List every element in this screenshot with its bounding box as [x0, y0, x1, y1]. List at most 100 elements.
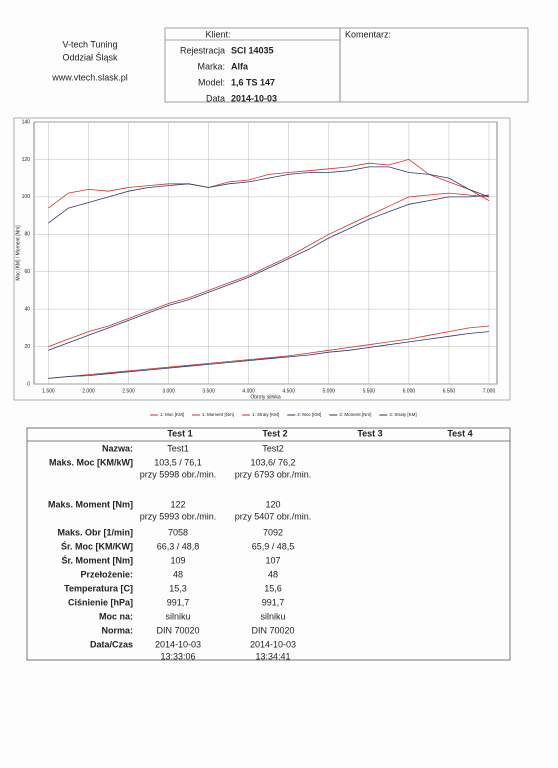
row-label: Moc na: [99, 611, 133, 621]
cell-text: 13:34:41 [255, 651, 290, 661]
row-label: Data/Czas [90, 639, 133, 649]
series-line [48, 158, 490, 209]
chart-frame [13, 117, 511, 401]
x-tick-label: 3.000 [162, 388, 175, 394]
row-label: Nazwa: [102, 443, 133, 453]
legend-label: 1: Moc [KM] [160, 412, 184, 417]
column-header: Test 4 [447, 428, 472, 438]
cell-text: 15,6 [264, 583, 282, 593]
cell-text: 15,3 [169, 583, 187, 593]
y-axis-label: Moc [KM] / Moment [Nm] [15, 225, 21, 281]
x-tick-label: 2.500 [122, 388, 135, 394]
legend-label: 1: Straty [KM] [252, 412, 279, 417]
y-tick-label: 80 [24, 232, 30, 238]
cell-text: 7092 [263, 527, 283, 537]
y-tick-label: 100 [22, 194, 31, 200]
cell-text: silniku [260, 611, 285, 621]
cell-text: Test1 [167, 443, 189, 453]
cell-text: 109 [170, 555, 185, 565]
row-label: Maks. Moc [KM/kW] [49, 457, 133, 467]
row-label: Ciśnienie [hPa] [68, 597, 133, 607]
row-label: Maks. Obr [1/min] [57, 527, 133, 537]
cell-text: 48 [268, 569, 278, 579]
cell-text: przy 5407 obr./min. [235, 511, 312, 521]
row-label: Temperatura [C] [64, 583, 133, 593]
company-line: V-tech Tuning [62, 39, 117, 49]
series-line [48, 194, 490, 351]
y-tick-label: 120 [22, 157, 31, 163]
field-label: Model: [198, 77, 225, 87]
legend-label: 2: Moment [Nm] [339, 412, 371, 417]
row-label: Przełożenie: [80, 569, 133, 579]
cell-text: 65,9 / 48,5 [252, 541, 295, 551]
cell-text: 991,7 [262, 597, 285, 607]
cell-text: 120 [265, 499, 280, 509]
x-tick-label: 1.500 [42, 388, 55, 394]
column-header: Test 2 [262, 428, 287, 438]
row-label: Norma: [101, 625, 133, 635]
cell-text: 7058 [168, 527, 188, 537]
row-label: Śr. Moc [KM/KW] [61, 540, 133, 551]
comment-title: Komentarz: [345, 29, 391, 39]
series-line [48, 166, 490, 224]
column-header: Test 3 [357, 428, 382, 438]
x-tick-label: 2.000 [82, 388, 95, 394]
row-label: Maks. Moment [Nm] [48, 499, 133, 509]
cell-text: DIN 70020 [156, 625, 199, 635]
cell-text: 2014-10-03 [250, 639, 296, 649]
series-line [48, 325, 490, 379]
x-tick-label: 3.500 [202, 388, 215, 394]
cell-text: 2014-10-03 [155, 639, 201, 649]
cell-text: 991,7 [167, 597, 190, 607]
legend-label: 2: Straty [KM] [389, 412, 416, 417]
cell-text: 66,3 / 48,8 [157, 541, 200, 551]
client-box [164, 27, 341, 103]
cell-text: 122 [170, 499, 185, 509]
table-frame [26, 427, 511, 661]
cell-text: przy 5993 obr./min. [140, 511, 217, 521]
field-label: Rejestracja [180, 45, 225, 55]
cell-text: 107 [265, 555, 280, 565]
series-line [48, 331, 490, 379]
field-value: SCI 14035 [231, 45, 274, 55]
column-header: Test 1 [167, 428, 192, 438]
field-label: Data [206, 93, 225, 103]
cell-text: DIN 70020 [251, 625, 294, 635]
y-tick-label: 40 [24, 306, 30, 312]
cell-text: 103,5 / 76,1 [154, 457, 202, 467]
y-tick-label: 20 [24, 344, 30, 350]
cell-text: przy 5998 obr./min. [140, 469, 217, 479]
field-value: Alfa [231, 61, 249, 71]
cell-text: 48 [173, 569, 183, 579]
plot-area [33, 121, 498, 385]
cell-text: przy 6793 obr./min. [235, 469, 312, 479]
x-tick-label: 4.500 [282, 388, 295, 394]
legend-label: 2: Moc [KM] [297, 412, 321, 417]
y-tick-label: 140 [22, 119, 31, 125]
field-value: 1,6 TS 147 [231, 77, 275, 87]
y-tick-label: 0 [27, 381, 30, 387]
cell-text: 103,6/ 76,2 [250, 457, 295, 467]
cell-text: Test2 [262, 443, 284, 453]
x-tick-label: 7.000 [483, 388, 496, 394]
x-tick-label: 6.500 [443, 388, 456, 394]
row-label: Śr. Moment [Nm] [61, 554, 133, 565]
cell-text: silniku [165, 611, 190, 621]
x-tick-label: 4.000 [242, 388, 255, 394]
x-tick-label: 6.000 [403, 388, 416, 394]
field-value: 2014-10-03 [231, 93, 277, 103]
legend-label: 1: Moment [Nm] [202, 412, 234, 417]
y-tick-label: 60 [24, 269, 30, 275]
series-line [48, 192, 490, 347]
company-line: Oddział Śląsk [62, 51, 118, 62]
x-axis-label: Obroty silnika [250, 394, 281, 400]
company-line: www.vtech.slask.pl [51, 72, 128, 82]
field-label: Marka: [197, 61, 225, 71]
comment-box [339, 27, 529, 103]
x-tick-label: 5.000 [323, 388, 336, 394]
client-title: Klient: [205, 29, 230, 39]
cell-text: 13:33:06 [160, 651, 195, 661]
x-tick-label: 5.500 [363, 388, 376, 394]
